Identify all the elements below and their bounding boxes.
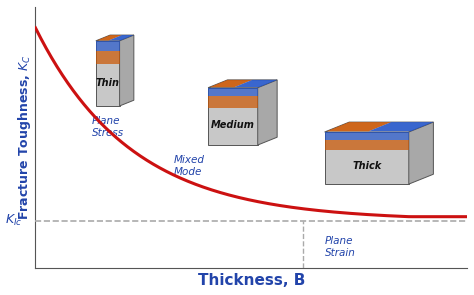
Polygon shape bbox=[208, 96, 258, 108]
Polygon shape bbox=[208, 88, 258, 145]
Polygon shape bbox=[325, 122, 433, 132]
Y-axis label: Fracture Toughness, $K_C$: Fracture Toughness, $K_C$ bbox=[16, 54, 33, 220]
Polygon shape bbox=[258, 80, 277, 145]
Polygon shape bbox=[96, 41, 119, 50]
Polygon shape bbox=[369, 122, 433, 131]
Polygon shape bbox=[210, 80, 252, 87]
Text: Thick: Thick bbox=[352, 161, 381, 171]
Polygon shape bbox=[97, 35, 122, 40]
Polygon shape bbox=[96, 35, 134, 41]
Polygon shape bbox=[96, 41, 119, 106]
Text: Plane
Stress: Plane Stress bbox=[91, 117, 124, 138]
Polygon shape bbox=[325, 132, 409, 184]
Text: Plane
Strain: Plane Strain bbox=[325, 236, 356, 258]
Text: Thin: Thin bbox=[96, 78, 120, 88]
Polygon shape bbox=[325, 132, 409, 140]
X-axis label: Thickness, B: Thickness, B bbox=[198, 273, 305, 288]
Text: Mixed
Mode: Mixed Mode bbox=[173, 155, 205, 177]
Text: Medium: Medium bbox=[211, 120, 255, 130]
Polygon shape bbox=[327, 122, 392, 131]
Polygon shape bbox=[235, 80, 277, 87]
Polygon shape bbox=[109, 35, 134, 40]
Polygon shape bbox=[325, 140, 409, 150]
Polygon shape bbox=[208, 88, 258, 96]
Text: $K_{Ic}$: $K_{Ic}$ bbox=[5, 213, 22, 228]
Polygon shape bbox=[119, 35, 134, 106]
Polygon shape bbox=[409, 122, 433, 184]
Polygon shape bbox=[208, 80, 277, 88]
Polygon shape bbox=[96, 50, 119, 64]
